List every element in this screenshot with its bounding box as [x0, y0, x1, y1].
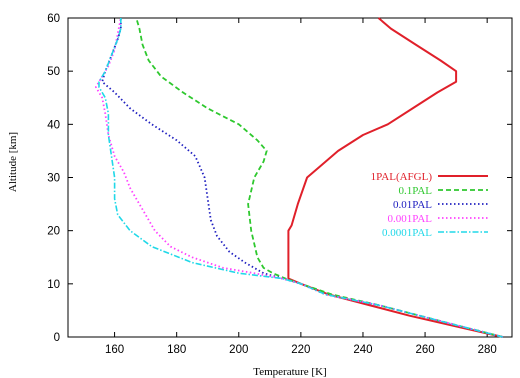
- x-tick-label: 180: [167, 344, 186, 356]
- legend-label-4: 0.001PAL: [387, 213, 432, 225]
- y-tick-label: 10: [47, 279, 60, 291]
- y-axis-label: Altitude [km]: [7, 132, 19, 192]
- series-line-5: [98, 18, 503, 338]
- x-tick-label: 240: [353, 344, 372, 356]
- plot-frame: [67, 17, 513, 338]
- series-line-3: [101, 18, 503, 338]
- legend-label-1: 1PAL(AFGL): [371, 171, 433, 183]
- legend-label-5: 0.0001PAL: [382, 227, 432, 239]
- x-tick-label: 260: [415, 344, 434, 356]
- x-axis-label: Temperature [K]: [253, 366, 326, 378]
- legend-label-3: 0.01PAL: [393, 199, 432, 211]
- legend-label-2: 0.1PAL: [398, 185, 432, 197]
- x-tick-label: 220: [291, 344, 310, 356]
- series-line-4: [95, 17, 503, 338]
- y-tick-label: 20: [47, 226, 60, 238]
- y-tick-label: 0: [54, 332, 60, 344]
- y-tick-label: 30: [47, 173, 60, 185]
- y-tick-label: 40: [47, 119, 60, 131]
- y-tick-label: 50: [47, 66, 60, 78]
- x-tick-label: 160: [105, 344, 124, 356]
- y-tick-label: 60: [47, 13, 60, 25]
- x-tick-label: 200: [229, 344, 248, 356]
- x-tick-label: 280: [478, 344, 497, 356]
